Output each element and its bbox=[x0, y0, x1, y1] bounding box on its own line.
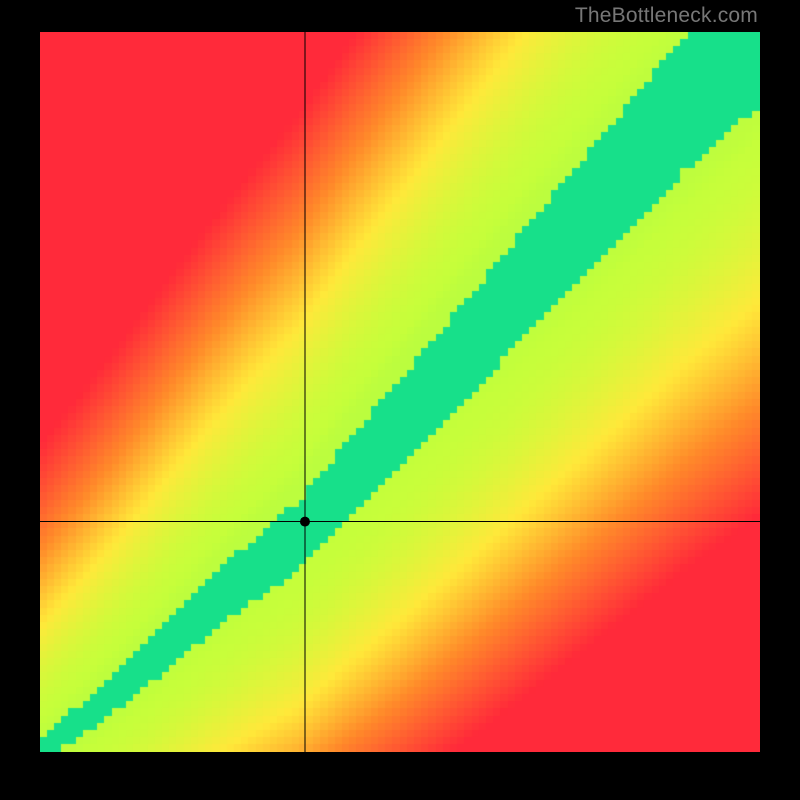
heatmap-canvas bbox=[40, 32, 760, 752]
attribution-text: TheBottleneck.com bbox=[575, 4, 758, 28]
plot-area bbox=[40, 32, 760, 752]
